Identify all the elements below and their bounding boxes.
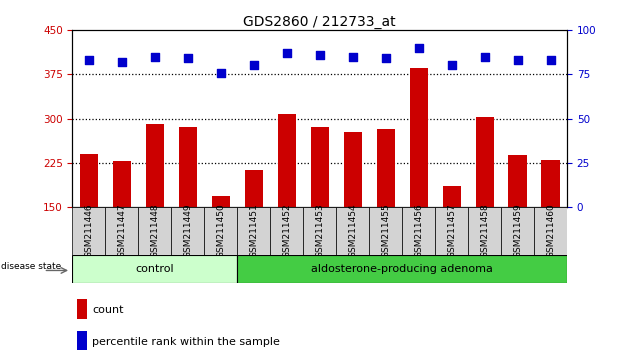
Bar bbox=[311, 127, 329, 207]
Point bbox=[513, 57, 523, 63]
Bar bbox=[410, 68, 428, 207]
FancyBboxPatch shape bbox=[468, 207, 501, 255]
FancyBboxPatch shape bbox=[238, 207, 270, 255]
Bar bbox=[508, 155, 527, 207]
FancyBboxPatch shape bbox=[238, 255, 567, 283]
Point bbox=[479, 54, 490, 59]
Point bbox=[381, 56, 391, 61]
Point bbox=[282, 50, 292, 56]
FancyBboxPatch shape bbox=[336, 207, 369, 255]
Bar bbox=[476, 118, 494, 207]
Text: GSM211446: GSM211446 bbox=[84, 204, 93, 258]
Text: GSM211451: GSM211451 bbox=[249, 204, 258, 258]
Text: GSM211458: GSM211458 bbox=[480, 204, 489, 258]
FancyBboxPatch shape bbox=[435, 207, 468, 255]
Bar bbox=[179, 127, 197, 207]
FancyBboxPatch shape bbox=[534, 207, 567, 255]
Bar bbox=[113, 161, 131, 207]
Text: GSM211447: GSM211447 bbox=[117, 204, 127, 258]
Text: GSM211456: GSM211456 bbox=[414, 204, 423, 258]
Point bbox=[215, 70, 226, 75]
Point bbox=[150, 54, 160, 59]
Point bbox=[84, 57, 94, 63]
Title: GDS2860 / 212733_at: GDS2860 / 212733_at bbox=[243, 15, 396, 29]
Bar bbox=[146, 125, 164, 207]
Text: GSM211448: GSM211448 bbox=[151, 204, 159, 258]
FancyBboxPatch shape bbox=[72, 207, 105, 255]
Text: GSM211449: GSM211449 bbox=[183, 204, 192, 258]
Point bbox=[546, 57, 556, 63]
Bar bbox=[77, 331, 88, 350]
FancyBboxPatch shape bbox=[303, 207, 336, 255]
Bar bbox=[377, 129, 395, 207]
Point bbox=[413, 45, 423, 51]
Text: GSM211454: GSM211454 bbox=[348, 204, 357, 258]
FancyBboxPatch shape bbox=[501, 207, 534, 255]
Bar bbox=[442, 187, 461, 207]
Text: count: count bbox=[92, 305, 123, 315]
Point bbox=[348, 54, 358, 59]
Point bbox=[447, 63, 457, 68]
Text: disease state: disease state bbox=[1, 262, 62, 271]
Bar bbox=[278, 114, 296, 207]
FancyBboxPatch shape bbox=[139, 207, 171, 255]
Text: GSM211452: GSM211452 bbox=[282, 204, 291, 258]
Point bbox=[117, 59, 127, 65]
Point bbox=[249, 63, 259, 68]
Point bbox=[183, 56, 193, 61]
Point bbox=[315, 52, 325, 58]
Bar bbox=[244, 170, 263, 207]
Text: GSM211450: GSM211450 bbox=[216, 204, 226, 258]
Text: GSM211455: GSM211455 bbox=[381, 204, 390, 258]
Text: GSM211453: GSM211453 bbox=[315, 204, 324, 258]
Bar bbox=[212, 196, 230, 207]
Text: GSM211460: GSM211460 bbox=[546, 204, 555, 258]
Bar bbox=[80, 154, 98, 207]
FancyBboxPatch shape bbox=[402, 207, 435, 255]
Bar bbox=[343, 132, 362, 207]
FancyBboxPatch shape bbox=[204, 207, 238, 255]
Text: aldosterone-producing adenoma: aldosterone-producing adenoma bbox=[311, 264, 493, 274]
FancyBboxPatch shape bbox=[171, 207, 204, 255]
FancyBboxPatch shape bbox=[270, 207, 303, 255]
Text: control: control bbox=[135, 264, 174, 274]
Text: GSM211457: GSM211457 bbox=[447, 204, 456, 258]
FancyBboxPatch shape bbox=[105, 207, 139, 255]
Bar bbox=[77, 299, 88, 319]
Bar bbox=[541, 160, 559, 207]
FancyBboxPatch shape bbox=[72, 255, 238, 283]
Text: percentile rank within the sample: percentile rank within the sample bbox=[92, 337, 280, 347]
FancyBboxPatch shape bbox=[369, 207, 402, 255]
Text: GSM211459: GSM211459 bbox=[513, 204, 522, 258]
